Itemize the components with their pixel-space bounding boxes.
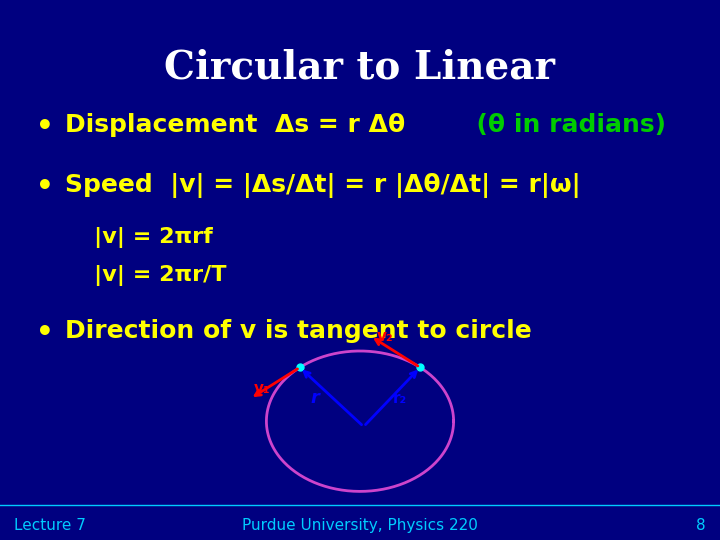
Text: Lecture 7: Lecture 7: [14, 518, 86, 534]
Text: (θ in radians): (θ in radians): [459, 113, 665, 137]
Text: 8: 8: [696, 518, 706, 534]
Text: Purdue University, Physics 220: Purdue University, Physics 220: [242, 518, 478, 534]
Text: Direction of v is tangent to circle: Direction of v is tangent to circle: [65, 319, 531, 342]
Text: Displacement  Δs = r Δθ: Displacement Δs = r Δθ: [65, 113, 405, 137]
Text: v₂: v₂: [377, 329, 393, 343]
Text: Speed  |v| = |Δs/Δt| = r |Δθ/Δt| = r|ω|: Speed |v| = |Δs/Δt| = r |Δθ/Δt| = r|ω|: [65, 173, 580, 198]
Text: r₂: r₂: [392, 391, 407, 406]
Text: |v| = 2πrf: |v| = 2πrf: [94, 227, 212, 248]
Text: Circular to Linear: Circular to Linear: [164, 49, 556, 86]
Text: r: r: [310, 389, 320, 407]
Text: •: •: [36, 319, 54, 347]
Text: •: •: [36, 113, 54, 141]
Text: v₁: v₁: [253, 381, 271, 396]
Text: •: •: [36, 173, 54, 201]
Text: |v| = 2πr/T: |v| = 2πr/T: [94, 265, 226, 286]
